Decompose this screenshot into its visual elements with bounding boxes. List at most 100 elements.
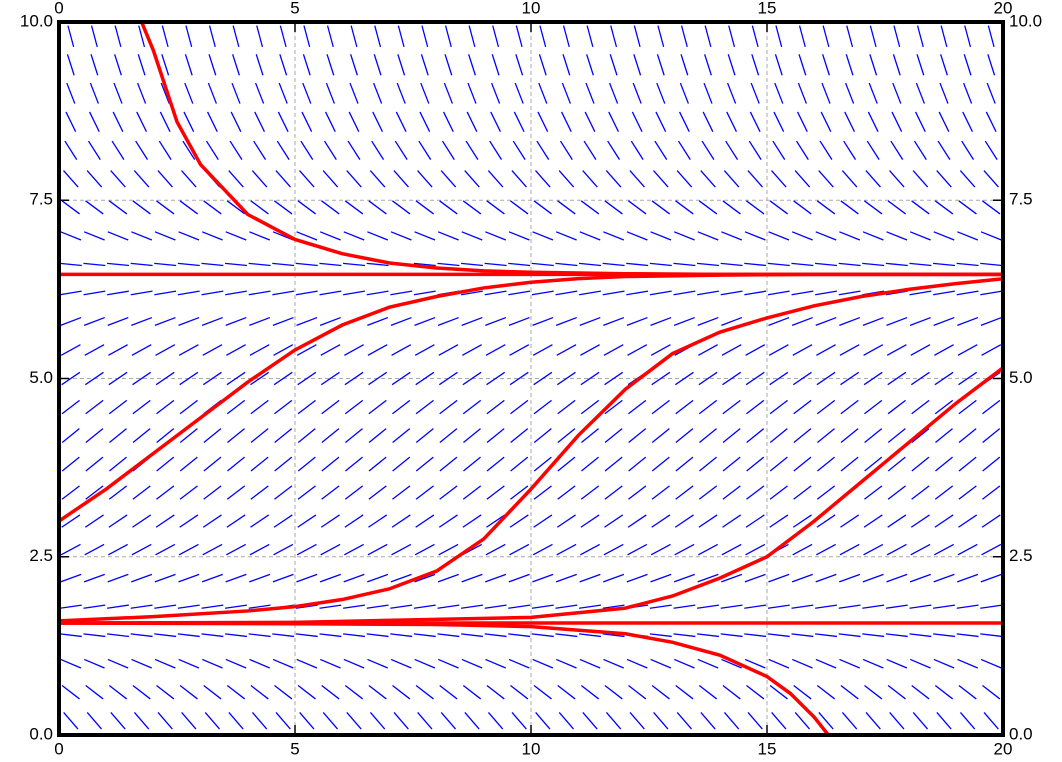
field-segment [349, 82, 359, 104]
field-segment [272, 658, 294, 669]
field-segment [439, 456, 458, 472]
field-segment [64, 140, 78, 160]
field-segment [391, 514, 411, 528]
field-segment [484, 262, 507, 267]
field-segment [460, 262, 484, 267]
field-segment [420, 54, 429, 76]
field-segment [179, 456, 198, 472]
field-segment [108, 485, 128, 500]
solution-curve [59, 272, 1003, 523]
field-segment [604, 485, 623, 500]
field-segment [392, 428, 411, 443]
field-segment [675, 684, 694, 700]
field-segment [792, 371, 812, 386]
field-segment [59, 604, 82, 609]
field-segment [84, 543, 105, 556]
field-segment [59, 633, 82, 638]
field-segment [154, 231, 176, 241]
field-segment [344, 344, 364, 356]
field-segment [840, 399, 859, 415]
field-segment [319, 290, 342, 296]
field-segment [203, 485, 222, 500]
field-segment [793, 684, 812, 700]
field-segment [367, 344, 388, 356]
field-segment [60, 573, 82, 583]
field-segment [157, 711, 173, 730]
field-segment [557, 485, 576, 500]
field-segment [320, 371, 340, 386]
field-segment [415, 485, 434, 500]
field-segment [840, 684, 859, 700]
field-segment [323, 140, 337, 160]
field-segment [727, 54, 736, 76]
field-segment [865, 711, 881, 730]
field-segment [371, 140, 385, 160]
field-segment [319, 262, 342, 267]
field-segment [484, 290, 507, 296]
field-segment [887, 514, 907, 528]
field-segment [556, 543, 577, 556]
field-segment [819, 140, 833, 160]
field-segment [83, 231, 105, 241]
field-segment [88, 111, 100, 132]
field-segment [726, 111, 738, 132]
field-segment [414, 231, 436, 241]
field-segment [508, 290, 531, 296]
field-segment [320, 543, 341, 556]
field-segment [224, 633, 248, 638]
field-segment [272, 290, 295, 296]
field-segment [602, 262, 625, 267]
field-segment [555, 633, 578, 638]
field-segment [767, 604, 790, 609]
field-segment [887, 200, 907, 215]
field-segment [439, 399, 458, 415]
field-segment [131, 344, 152, 356]
field-segment [508, 316, 530, 326]
field-segment [650, 573, 672, 583]
field-segment [981, 200, 1001, 215]
field-segment [391, 371, 411, 386]
field-segment [557, 399, 576, 415]
field-segment [131, 543, 152, 556]
field-segment [720, 633, 743, 638]
field-segment [299, 711, 315, 730]
y-tick-label: 2.5 [29, 546, 53, 565]
field-segment [297, 399, 316, 415]
field-segment [60, 231, 82, 241]
field-segment [274, 399, 293, 415]
field-segment [653, 170, 669, 188]
field-segment [108, 399, 128, 415]
field-segment [61, 399, 80, 415]
field-segment [580, 200, 600, 215]
field-segment [863, 344, 884, 356]
field-segment [914, 111, 926, 132]
x-tick-label: 10 [522, 739, 541, 758]
field-segment [367, 231, 389, 241]
field-segment [555, 262, 578, 267]
field-segment [437, 316, 459, 326]
field-segment [868, 82, 878, 104]
field-segment [768, 658, 790, 669]
field-segment [794, 711, 811, 730]
field-segment [602, 290, 625, 296]
field-segment [980, 316, 1002, 326]
field-segment [626, 316, 648, 326]
field-segment [633, 25, 641, 48]
field-segment [110, 711, 126, 730]
field-segment [726, 82, 737, 104]
field-segment [769, 514, 789, 528]
field-segment [413, 633, 436, 638]
field-segment [154, 573, 176, 583]
field-segment [935, 428, 953, 443]
field-segment [297, 485, 316, 500]
field-segment [814, 633, 838, 638]
field-segment [509, 344, 530, 356]
field-segment [249, 573, 271, 583]
field-segment [63, 170, 79, 188]
field-segment [582, 170, 598, 188]
field-segment [791, 262, 814, 267]
field-segment [508, 633, 531, 638]
field-segment [956, 262, 979, 267]
field-segment [887, 428, 906, 443]
field-segment [650, 543, 671, 556]
